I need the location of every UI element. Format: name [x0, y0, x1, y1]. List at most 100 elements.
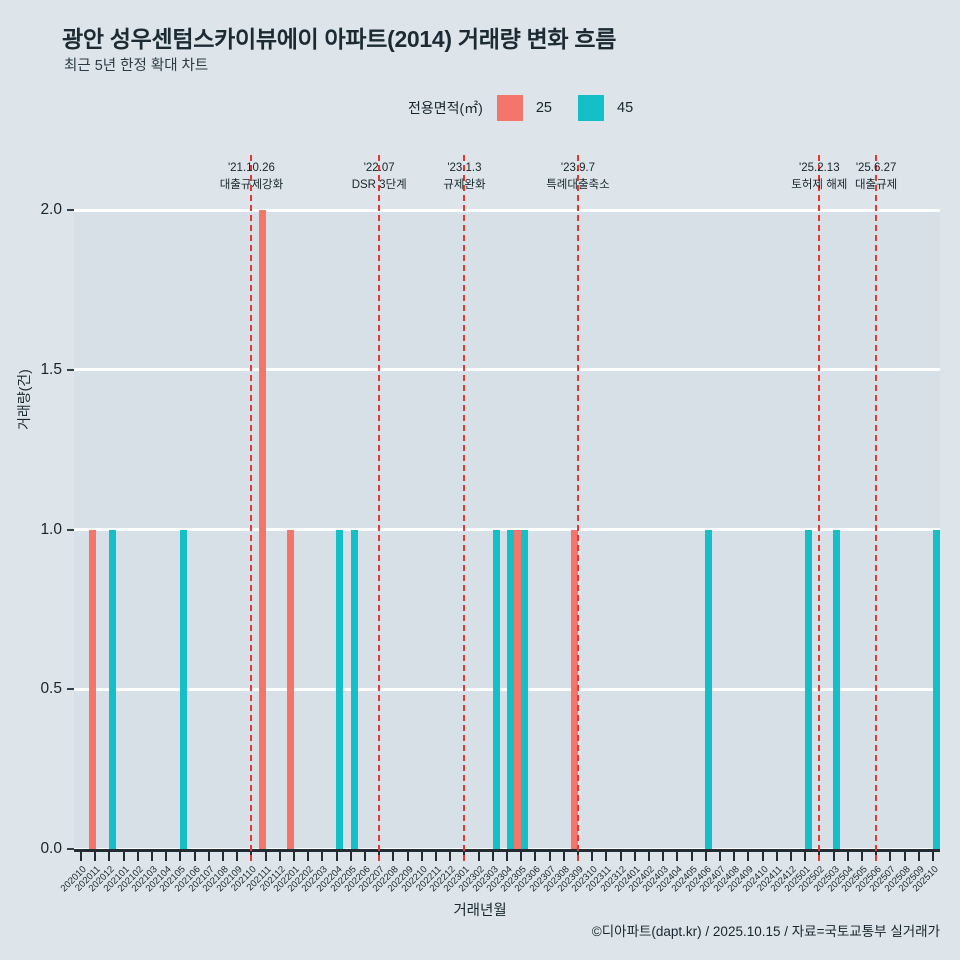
plot-area: [74, 208, 940, 851]
x-tick-mark: [179, 849, 182, 861]
bar: [520, 529, 528, 849]
x-tick-mark: [449, 849, 452, 861]
y-tick-label: 0.5: [40, 680, 62, 698]
x-tick-mark: [733, 849, 736, 861]
footer-credit: ©디아파트(dapt.kr) / 2025.10.15 / 자료=국토교통부 실…: [591, 924, 940, 939]
x-tick-mark: [193, 849, 196, 861]
x-tick-mark: [832, 849, 835, 861]
event-label: 토허제 해제: [791, 178, 848, 191]
legend-label-25: 25: [535, 100, 552, 116]
x-tick-mark: [136, 849, 139, 861]
x-tick-mark: [108, 849, 111, 861]
bar: [492, 529, 500, 849]
event-line: [576, 155, 579, 861]
x-tick-mark: [278, 849, 281, 861]
x-tick-mark: [236, 849, 239, 861]
y-tick-label: 1.0: [40, 520, 62, 538]
bar: [350, 529, 358, 849]
bar: [514, 529, 522, 849]
x-tick-mark: [903, 849, 906, 861]
chart-title: 광안 성우센텀스카이뷰에이 아파트(2014) 거래량 변화 흐름: [62, 26, 617, 52]
bar: [109, 529, 117, 849]
x-tick-mark: [349, 849, 352, 861]
x-tick-mark: [207, 849, 210, 861]
bar: [287, 529, 295, 849]
legend-title: 전용면적(㎡): [408, 100, 483, 116]
event-label: DSR 3단계: [351, 178, 407, 191]
y-tick-mark: [67, 848, 74, 850]
x-tick-mark: [718, 849, 721, 861]
x-tick-mark: [761, 849, 764, 861]
event-annotation: '25.2.13 토허제 해제: [791, 160, 847, 193]
y-tick-mark: [67, 528, 74, 531]
x-tick-mark: [917, 849, 920, 861]
bar: [804, 529, 812, 849]
y-gridline: [74, 208, 940, 212]
x-tick-mark: [491, 849, 494, 861]
x-tick-mark: [690, 849, 693, 861]
legend-label-45: 45: [617, 100, 634, 116]
x-tick-mark: [591, 849, 594, 861]
event-label: 특례대출축소: [546, 178, 610, 191]
x-tick-mark: [548, 849, 551, 861]
event-annotation: '25.6.27 대출규제: [855, 160, 897, 193]
event-line: [463, 155, 466, 861]
x-tick-mark: [321, 849, 324, 861]
bar: [258, 210, 266, 849]
event-date: '25.2.13: [799, 162, 840, 174]
y-tick-label: 1.5: [40, 360, 62, 378]
event-line: [378, 155, 381, 861]
x-tick-mark: [364, 849, 367, 861]
chart-subtitle: 최근 5년 한정 확대 차트: [64, 58, 209, 74]
legend-swatch-45: [578, 95, 604, 121]
x-tick-mark: [846, 849, 849, 861]
event-line: [250, 155, 253, 861]
x-tick-mark: [789, 849, 792, 861]
x-tick-mark: [151, 849, 154, 861]
x-tick-mark: [307, 849, 310, 861]
bar: [932, 529, 940, 849]
x-tick-mark: [662, 849, 665, 861]
x-tick-mark: [931, 849, 934, 861]
x-tick-mark: [435, 849, 438, 861]
event-label: 규제완화: [443, 178, 486, 191]
x-tick-mark: [562, 849, 565, 861]
bar: [180, 529, 188, 849]
bar: [705, 529, 713, 849]
event-date: '25.6.27: [855, 162, 897, 174]
x-tick-mark: [633, 849, 636, 861]
event-date: '22.07: [363, 162, 395, 174]
x-tick-mark: [165, 849, 168, 861]
x-tick-mark: [80, 849, 83, 861]
x-tick-mark: [747, 849, 750, 861]
event-line: [818, 155, 821, 861]
event-annotation: '22.07 DSR 3단계: [352, 160, 407, 193]
bar: [833, 529, 841, 849]
x-tick-mark: [775, 849, 778, 861]
x-tick-mark: [704, 849, 707, 861]
legend-swatch-25: [496, 95, 523, 121]
x-tick-mark: [647, 849, 650, 861]
x-tick-mark: [122, 849, 125, 861]
event-annotation: '21.10.26 대출규제강화: [220, 160, 283, 193]
x-tick-mark: [477, 849, 480, 861]
event-line: [875, 155, 878, 861]
x-tick-mark: [420, 849, 423, 861]
bar: [506, 529, 514, 849]
x-tick-mark: [94, 849, 97, 861]
bar: [88, 529, 96, 849]
x-tick-mark: [534, 849, 537, 861]
x-tick-mark: [605, 849, 608, 861]
y-tick-mark: [67, 209, 74, 211]
x-tick-mark: [264, 849, 267, 861]
x-tick-mark: [860, 849, 863, 861]
x-tick-mark: [619, 849, 622, 861]
x-axis-title: 거래년월: [453, 903, 507, 919]
y-tick-mark: [67, 368, 74, 371]
x-tick-mark: [506, 849, 508, 861]
event-label: 대출규제강화: [219, 178, 284, 191]
legend: 전용면적(㎡) 25 45: [408, 95, 659, 121]
y-tick-mark: [67, 688, 74, 691]
x-tick-mark: [804, 849, 807, 861]
